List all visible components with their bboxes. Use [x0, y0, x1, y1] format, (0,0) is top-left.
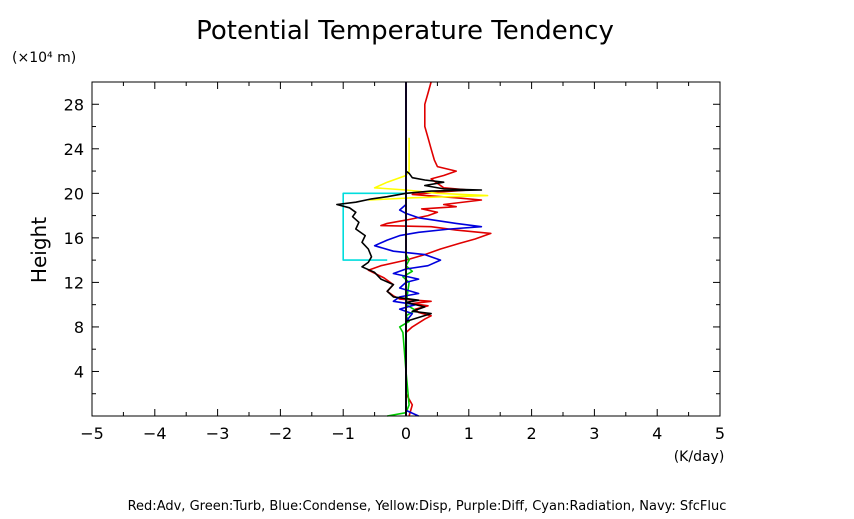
x-tick-label: −2	[269, 424, 293, 443]
x-axis-unit-label: (K/day)	[674, 449, 725, 465]
y-tick-label: 8	[74, 318, 84, 337]
series-line-condense	[373, 82, 483, 417]
x-tick-label: 1	[464, 424, 474, 443]
x-tick-label: −4	[143, 424, 167, 443]
y-axis-label: Height	[27, 217, 51, 283]
x-tick-label: −1	[331, 424, 355, 443]
series-line-total	[336, 170, 483, 416]
y-tick-label: 4	[74, 362, 84, 381]
x-tick-label: 2	[527, 424, 537, 443]
x-tick-label: 4	[652, 424, 662, 443]
y-tick-label: 16	[64, 229, 84, 248]
y-tick-label: 12	[64, 273, 84, 292]
series-layer	[336, 81, 492, 417]
plot-frame	[91, 81, 721, 417]
series-line-radiation	[342, 192, 406, 261]
legend-note: Red:Adv, Green:Turb, Blue:Condense, Yell…	[127, 499, 727, 514]
chart-title: Potential Temperature Tendency	[196, 16, 614, 46]
y-unit-label: (×10⁴ m)	[12, 50, 76, 66]
x-tick-label: 0	[401, 424, 411, 443]
series-line-disp	[368, 137, 489, 201]
x-tick-label: −5	[80, 424, 104, 443]
y-tick-label: 24	[64, 140, 84, 159]
x-tick-label: −3	[206, 424, 230, 443]
x-tick-label: 5	[715, 424, 725, 443]
y-tick-label: 20	[64, 184, 84, 203]
x-tick-label: 3	[589, 424, 599, 443]
y-tick-label: 28	[64, 95, 84, 114]
